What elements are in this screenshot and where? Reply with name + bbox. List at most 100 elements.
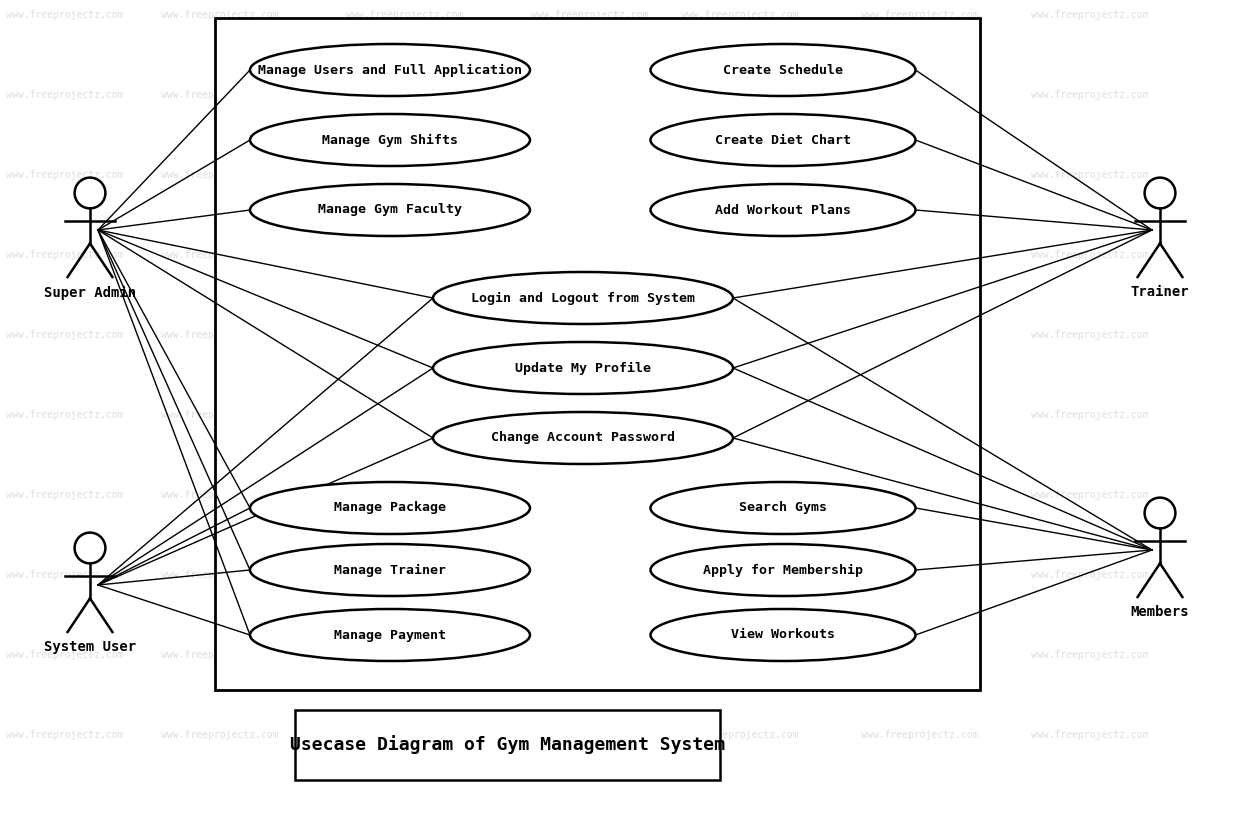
- Ellipse shape: [432, 412, 732, 464]
- Text: www.freeprojectz.com: www.freeprojectz.com: [861, 730, 979, 740]
- Text: www.freeprojectz.com: www.freeprojectz.com: [531, 410, 649, 420]
- Text: www.freeprojectz.com: www.freeprojectz.com: [861, 570, 979, 580]
- Text: www.freeprojectz.com: www.freeprojectz.com: [531, 250, 649, 260]
- Text: www.freeprojectz.com: www.freeprojectz.com: [861, 490, 979, 500]
- Text: www.freeprojectz.com: www.freeprojectz.com: [861, 330, 979, 340]
- Text: Manage Trainer: Manage Trainer: [334, 563, 446, 577]
- Text: www.freeprojectz.com: www.freeprojectz.com: [1031, 90, 1149, 100]
- Text: www.freeprojectz.com: www.freeprojectz.com: [1031, 490, 1149, 500]
- Text: www.freeprojectz.com: www.freeprojectz.com: [681, 10, 799, 20]
- Ellipse shape: [250, 609, 530, 661]
- Text: www.freeprojectz.com: www.freeprojectz.com: [861, 250, 979, 260]
- Text: www.freeprojectz.com: www.freeprojectz.com: [1031, 10, 1149, 20]
- Text: www.freeprojectz.com: www.freeprojectz.com: [6, 490, 124, 500]
- Text: www.freeprojectz.com: www.freeprojectz.com: [681, 410, 799, 420]
- Text: www.freeprojectz.com: www.freeprojectz.com: [161, 650, 279, 660]
- Text: www.freeprojectz.com: www.freeprojectz.com: [161, 490, 279, 500]
- Text: Search Gyms: Search Gyms: [739, 501, 828, 514]
- Text: www.freeprojectz.com: www.freeprojectz.com: [6, 330, 124, 340]
- Text: www.freeprojectz.com: www.freeprojectz.com: [861, 90, 979, 100]
- Text: www.freeprojectz.com: www.freeprojectz.com: [161, 250, 279, 260]
- Text: www.freeprojectz.com: www.freeprojectz.com: [681, 170, 799, 180]
- Text: www.freeprojectz.com: www.freeprojectz.com: [1031, 650, 1149, 660]
- Ellipse shape: [250, 482, 530, 534]
- Text: www.freeprojectz.com: www.freeprojectz.com: [161, 730, 279, 740]
- Text: Usecase Diagram of Gym Management System: Usecase Diagram of Gym Management System: [290, 735, 725, 754]
- Text: www.freeprojectz.com: www.freeprojectz.com: [6, 250, 124, 260]
- Text: www.freeprojectz.com: www.freeprojectz.com: [861, 650, 979, 660]
- Text: www.freeprojectz.com: www.freeprojectz.com: [346, 10, 464, 20]
- Text: www.freeprojectz.com: www.freeprojectz.com: [681, 90, 799, 100]
- Text: www.freeprojectz.com: www.freeprojectz.com: [681, 330, 799, 340]
- Ellipse shape: [250, 544, 530, 596]
- Ellipse shape: [650, 44, 915, 96]
- Text: www.freeprojectz.com: www.freeprojectz.com: [1031, 250, 1149, 260]
- Text: www.freeprojectz.com: www.freeprojectz.com: [531, 330, 649, 340]
- Text: Create Diet Chart: Create Diet Chart: [715, 133, 851, 147]
- Ellipse shape: [250, 114, 530, 166]
- Text: Add Workout Plans: Add Workout Plans: [715, 203, 851, 216]
- Text: www.freeprojectz.com: www.freeprojectz.com: [6, 90, 124, 100]
- Text: Manage Gym Shifts: Manage Gym Shifts: [322, 133, 458, 147]
- Text: www.freeprojectz.com: www.freeprojectz.com: [6, 10, 124, 20]
- Text: www.freeprojectz.com: www.freeprojectz.com: [6, 410, 124, 420]
- Text: www.freeprojectz.com: www.freeprojectz.com: [6, 570, 124, 580]
- Ellipse shape: [650, 184, 915, 236]
- Text: Apply for Membership: Apply for Membership: [703, 563, 862, 577]
- Text: www.freeprojectz.com: www.freeprojectz.com: [861, 410, 979, 420]
- Text: www.freeprojectz.com: www.freeprojectz.com: [531, 730, 649, 740]
- Text: www.freeprojectz.com: www.freeprojectz.com: [1031, 570, 1149, 580]
- Text: www.freeprojectz.com: www.freeprojectz.com: [861, 10, 979, 20]
- Text: www.freeprojectz.com: www.freeprojectz.com: [161, 410, 279, 420]
- Text: www.freeprojectz.com: www.freeprojectz.com: [346, 410, 464, 420]
- Text: www.freeprojectz.com: www.freeprojectz.com: [1031, 170, 1149, 180]
- Text: www.freeprojectz.com: www.freeprojectz.com: [681, 570, 799, 580]
- Text: www.freeprojectz.com: www.freeprojectz.com: [161, 90, 279, 100]
- FancyBboxPatch shape: [215, 18, 980, 690]
- Text: View Workouts: View Workouts: [731, 628, 835, 641]
- Ellipse shape: [250, 184, 530, 236]
- Text: Login and Logout from System: Login and Logout from System: [471, 292, 695, 305]
- Text: Manage Gym Faculty: Manage Gym Faculty: [318, 203, 462, 216]
- Text: Members: Members: [1131, 605, 1189, 619]
- Ellipse shape: [250, 44, 530, 96]
- Text: www.freeprojectz.com: www.freeprojectz.com: [346, 330, 464, 340]
- Ellipse shape: [650, 114, 915, 166]
- Text: www.freeprojectz.com: www.freeprojectz.com: [531, 10, 649, 20]
- Text: www.freeprojectz.com: www.freeprojectz.com: [1031, 730, 1149, 740]
- Text: www.freeprojectz.com: www.freeprojectz.com: [161, 330, 279, 340]
- Text: www.freeprojectz.com: www.freeprojectz.com: [681, 490, 799, 500]
- Text: Trainer: Trainer: [1131, 285, 1189, 300]
- Text: www.freeprojectz.com: www.freeprojectz.com: [346, 90, 464, 100]
- Text: www.freeprojectz.com: www.freeprojectz.com: [681, 730, 799, 740]
- Text: www.freeprojectz.com: www.freeprojectz.com: [346, 250, 464, 260]
- Text: Manage Users and Full Application: Manage Users and Full Application: [258, 63, 522, 76]
- Text: www.freeprojectz.com: www.freeprojectz.com: [531, 170, 649, 180]
- Text: www.freeprojectz.com: www.freeprojectz.com: [161, 570, 279, 580]
- Text: www.freeprojectz.com: www.freeprojectz.com: [6, 650, 124, 660]
- Text: www.freeprojectz.com: www.freeprojectz.com: [531, 490, 649, 500]
- Text: www.freeprojectz.com: www.freeprojectz.com: [531, 570, 649, 580]
- Ellipse shape: [432, 342, 732, 394]
- Text: Create Schedule: Create Schedule: [722, 64, 843, 76]
- Text: www.freeprojectz.com: www.freeprojectz.com: [346, 170, 464, 180]
- Text: www.freeprojectz.com: www.freeprojectz.com: [531, 650, 649, 660]
- Text: www.freeprojectz.com: www.freeprojectz.com: [346, 490, 464, 500]
- Text: www.freeprojectz.com: www.freeprojectz.com: [161, 170, 279, 180]
- Text: Manage Package: Manage Package: [334, 501, 446, 514]
- Text: Change Account Password: Change Account Password: [491, 432, 675, 445]
- Text: System User: System User: [44, 640, 136, 654]
- Text: Manage Payment: Manage Payment: [334, 628, 446, 641]
- FancyBboxPatch shape: [295, 710, 720, 780]
- Text: www.freeprojectz.com: www.freeprojectz.com: [6, 730, 124, 740]
- Ellipse shape: [650, 482, 915, 534]
- Text: www.freeprojectz.com: www.freeprojectz.com: [1031, 410, 1149, 420]
- Text: www.freeprojectz.com: www.freeprojectz.com: [681, 250, 799, 260]
- Text: Update My Profile: Update My Profile: [515, 361, 651, 374]
- Text: www.freeprojectz.com: www.freeprojectz.com: [861, 170, 979, 180]
- Ellipse shape: [432, 272, 732, 324]
- Text: www.freeprojectz.com: www.freeprojectz.com: [161, 10, 279, 20]
- Text: www.freeprojectz.com: www.freeprojectz.com: [681, 650, 799, 660]
- Text: www.freeprojectz.com: www.freeprojectz.com: [346, 730, 464, 740]
- Text: www.freeprojectz.com: www.freeprojectz.com: [531, 90, 649, 100]
